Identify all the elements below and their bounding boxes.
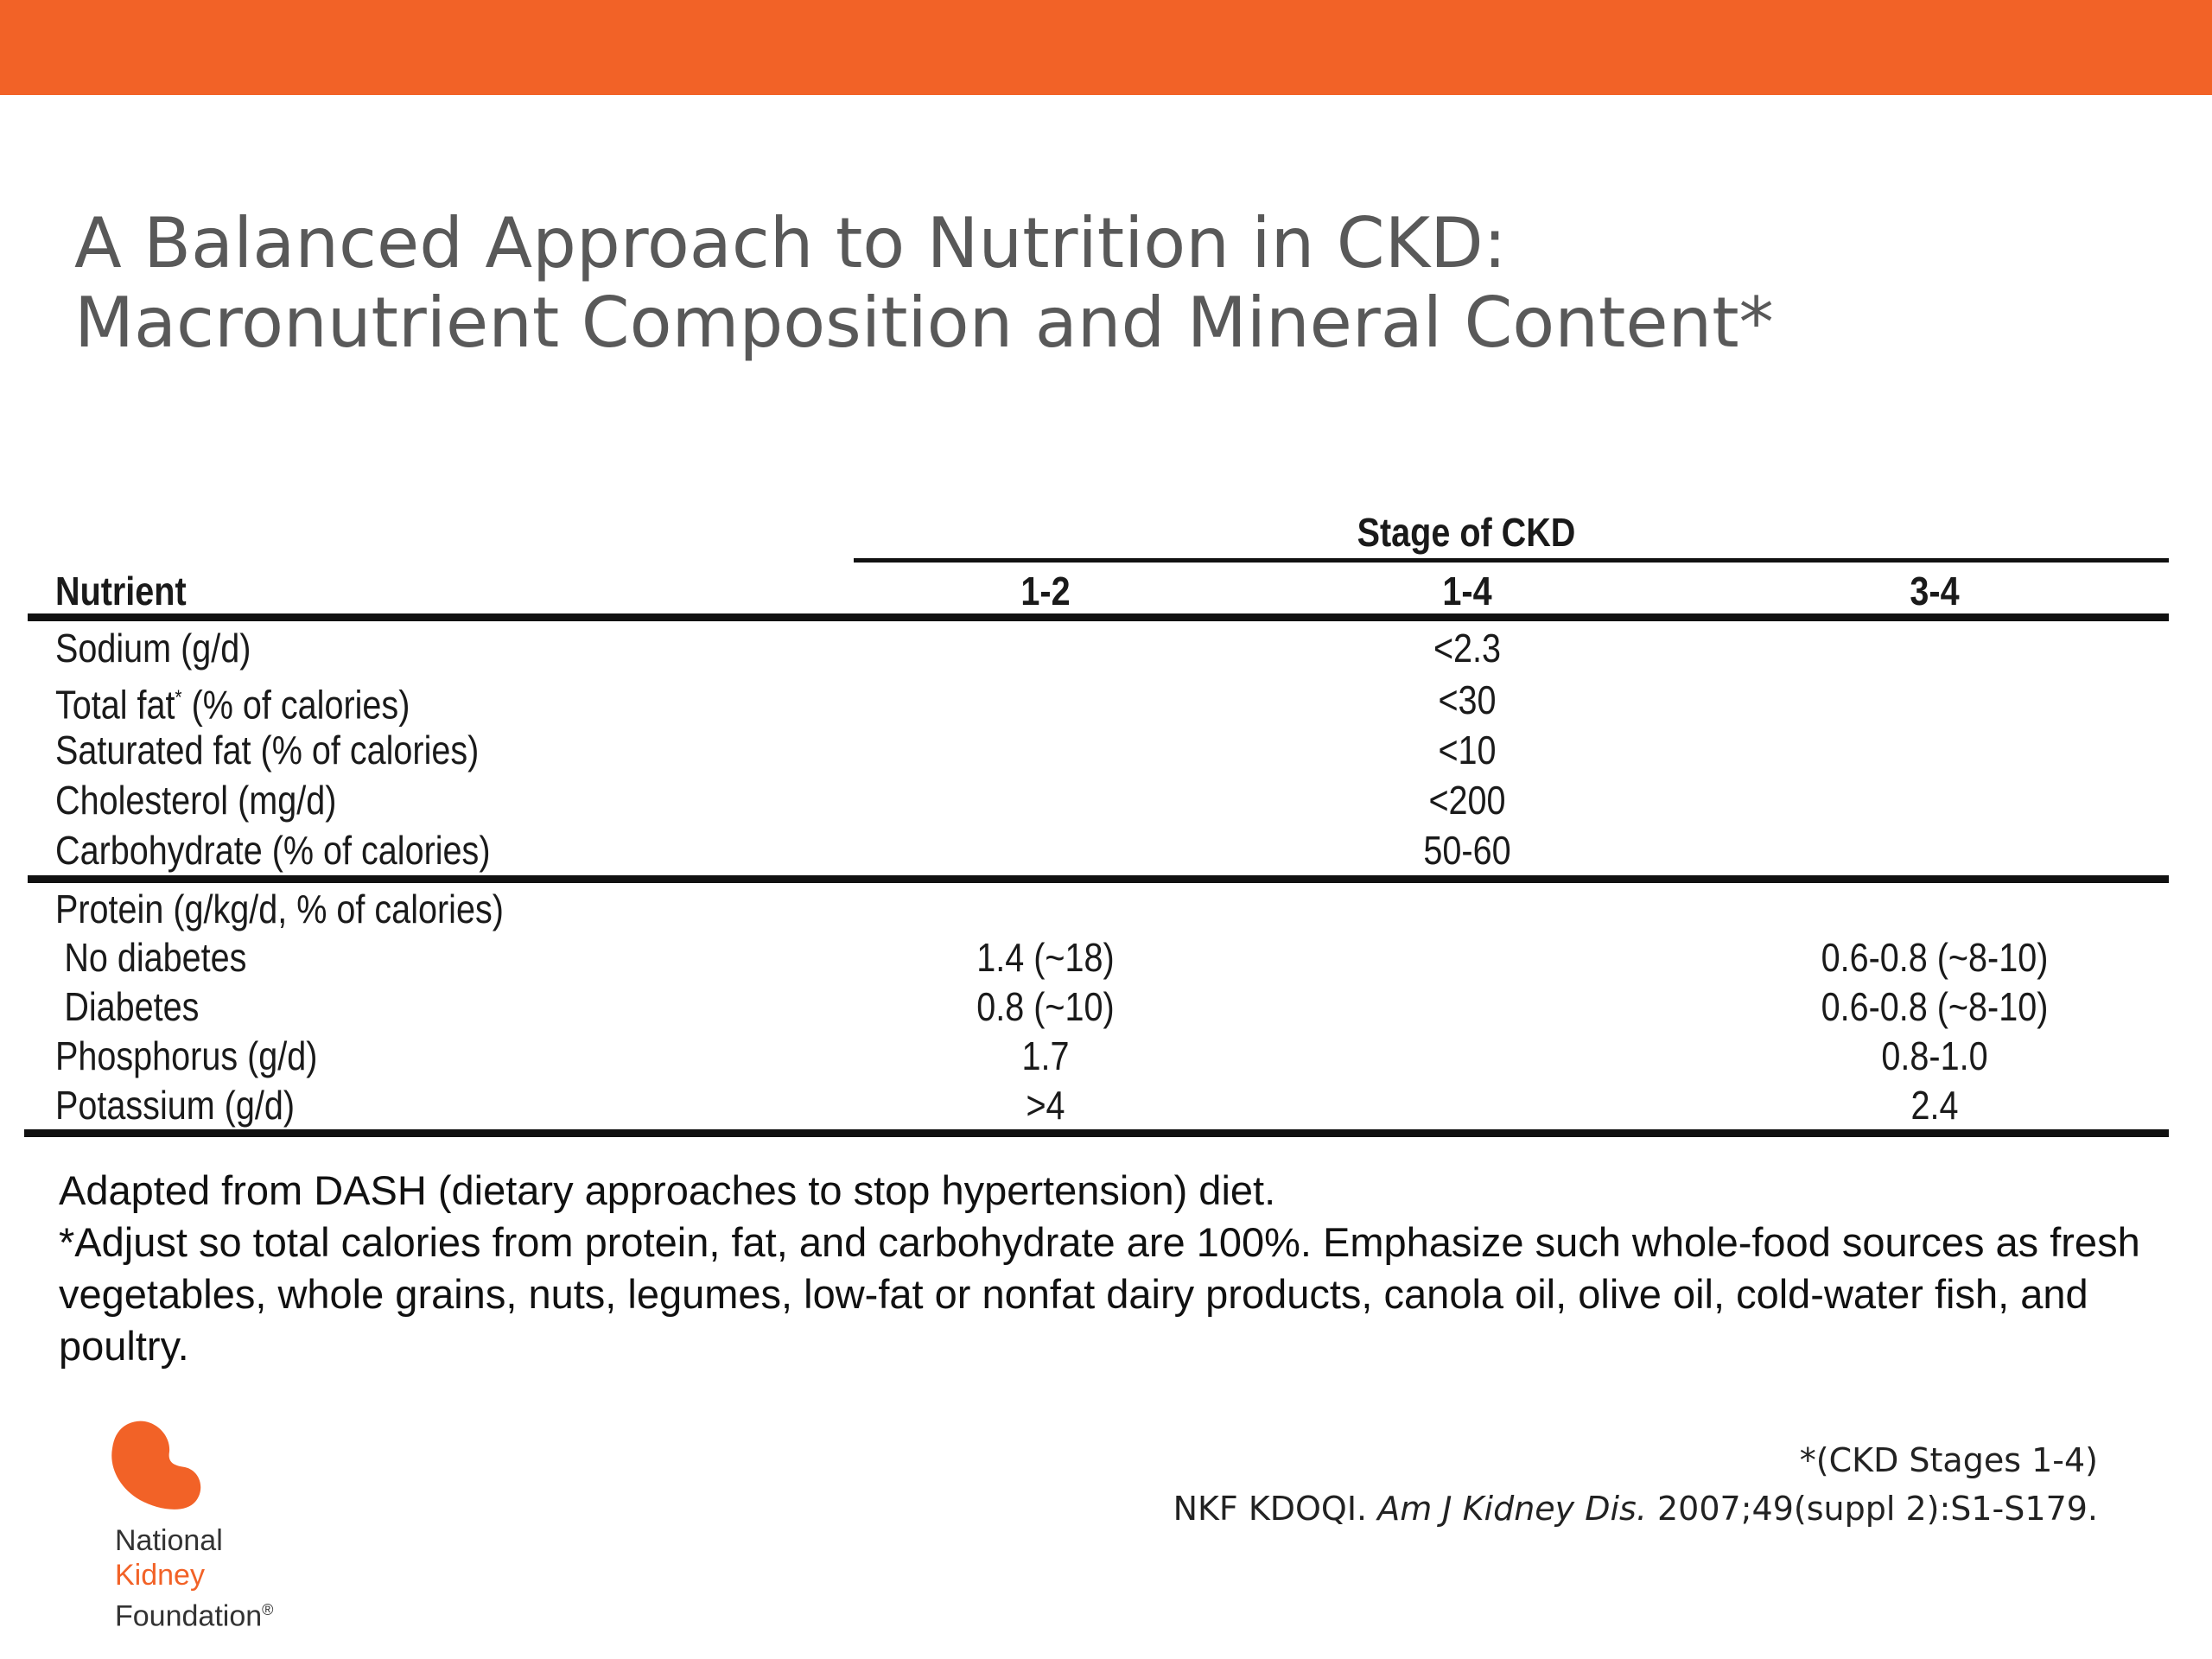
notes-footnote: *Adjust so total calories from protein, … [59, 1219, 2140, 1369]
top-accent-bar [0, 0, 2212, 95]
references: *(CKD Stages 1-4) NKF KDOQI. Am J Kidney… [1173, 1436, 2098, 1533]
row-saturated-fat-label: Saturated fat (% of calories) [55, 728, 480, 772]
row-diabetes-label: Diabetes [64, 984, 200, 1029]
logo-line-3-text: Foundation [115, 1599, 263, 1633]
citation-suffix: 2007;49(suppl 2):S1-S179. [1646, 1490, 2098, 1528]
row-no-diabetes-1-2: 1.4 (~18) [976, 935, 1115, 980]
row-sodium-value: <2.3 [1433, 626, 1502, 671]
logo-line-1: National [115, 1524, 223, 1557]
header-rule [28, 613, 2169, 621]
row-no-diabetes-3-4: 0.6-0.8 (~8-10) [1821, 935, 2049, 980]
total-fat-text: Total fat [55, 682, 175, 728]
section-rule [28, 875, 2169, 883]
table-notes: Adapted from DASH (dietary approaches to… [59, 1165, 2167, 1372]
row-carbohydrate-value: 50-60 [1423, 828, 1511, 873]
title-line-2: Macronutrient Composition and Mineral Co… [74, 283, 1774, 363]
slide-title: A Balanced Approach to Nutrition in CKD:… [74, 204, 1774, 363]
notes-source: Adapted from DASH (dietary approaches to… [59, 1167, 1276, 1213]
citation: NKF KDOQI. Am J Kidney Dis. 2007;49(supp… [1173, 1484, 2098, 1533]
citation-prefix: NKF KDOQI. [1173, 1490, 1378, 1528]
col-header-1-2: 1-2 [1020, 569, 1071, 613]
row-protein-label: Protein (g/kg/d, % of calories) [55, 887, 504, 931]
total-fat-footnote-mark: * [175, 686, 182, 709]
row-cholesterol-value: <200 [1428, 778, 1506, 823]
citation-journal: Am J Kidney Dis. [1377, 1490, 1647, 1528]
logo-wordmark: National Kidney Foundation® [115, 1523, 273, 1633]
row-potassium-label: Potassium (g/d) [55, 1083, 296, 1128]
logo-registered-mark: ® [262, 1601, 274, 1618]
row-potassium-1-2: >4 [1026, 1083, 1065, 1128]
row-potassium-3-4: 2.4 [1910, 1083, 1959, 1128]
row-carbohydrate-label: Carbohydrate (% of calories) [55, 828, 491, 873]
col-header-nutrient: Nutrient [55, 569, 187, 613]
row-cholesterol-label: Cholesterol (mg/d) [55, 778, 337, 823]
logo-line-2: Kidney [115, 1559, 205, 1592]
col-header-3-4: 3-4 [1910, 569, 1960, 613]
title-line-1: A Balanced Approach to Nutrition in CKD: [74, 203, 1507, 283]
group-header-rule [854, 558, 2169, 563]
row-diabetes-3-4: 0.6-0.8 (~8-10) [1821, 984, 2049, 1029]
total-fat-unit: (% of calories) [181, 682, 410, 728]
row-phosphorus-3-4: 0.8-1.0 [1881, 1033, 1988, 1078]
stages-note: *(CKD Stages 1-4) [1799, 1441, 2098, 1479]
row-total-fat-value: <30 [1438, 677, 1497, 722]
row-no-diabetes-label: No diabetes [64, 935, 247, 980]
row-phosphorus-label: Phosphorus (g/d) [55, 1033, 318, 1078]
logo-line-3: Foundation® [115, 1592, 273, 1633]
row-sodium-label: Sodium (g/d) [55, 626, 251, 671]
bottom-rule [24, 1129, 2169, 1137]
row-saturated-fat-value: <10 [1438, 728, 1497, 772]
kidney-logo-icon [111, 1421, 201, 1510]
row-diabetes-1-2: 0.8 (~10) [976, 984, 1115, 1029]
group-header: Stage of CKD [1357, 510, 1576, 555]
row-total-fat-label: Total fat* (% of calories) [55, 674, 410, 728]
col-header-1-4: 1-4 [1442, 569, 1492, 613]
row-phosphorus-1-2: 1.7 [1021, 1033, 1070, 1078]
